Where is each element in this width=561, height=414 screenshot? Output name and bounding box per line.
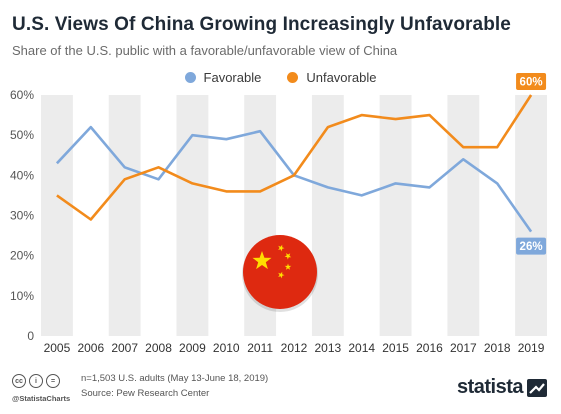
year-band — [176, 95, 209, 336]
x-tick-label: 2009 — [179, 341, 206, 355]
year-band — [447, 95, 480, 336]
end-label-unfavorable-box — [516, 73, 547, 90]
chart-title: U.S. Views Of China Growing Increasingly… — [12, 14, 511, 35]
flag-small-star — [278, 244, 285, 252]
legend-label-unfavorable: Unfavorable — [306, 70, 377, 85]
x-tick-label: 2018 — [484, 341, 511, 355]
legend-label-favorable: Favorable — [203, 70, 262, 85]
x-tick-label: 2014 — [348, 341, 375, 355]
end-label-favorable-box — [516, 237, 547, 255]
x-tick-label: 2019 — [518, 341, 545, 355]
no-derivatives-icon: = — [46, 374, 60, 388]
flag-small-star — [284, 253, 292, 260]
legend-dot-favorable — [184, 72, 196, 83]
x-tick-label: 2017 — [450, 341, 477, 355]
legend-dot-unfavorable — [287, 72, 299, 83]
x-tick-label: 2008 — [145, 341, 172, 355]
y-tick-label: 20% — [10, 249, 34, 263]
license-icons: cc i = — [12, 374, 60, 388]
x-tick-label: 2015 — [382, 341, 409, 355]
y-tick-label: 40% — [10, 168, 34, 182]
cc-icon: cc — [12, 374, 26, 388]
end-label-unfavorable: 60% — [520, 77, 543, 89]
y-tick-label: 50% — [10, 128, 34, 142]
flag-small-star — [284, 263, 292, 270]
year-band — [379, 95, 412, 336]
statista-wordmark: statista — [456, 376, 524, 398]
y-tick-label: 60% — [10, 88, 34, 102]
legend-item-unfavorable: Unfavorable — [287, 70, 376, 85]
x-tick-label: 2011 — [247, 341, 273, 355]
line-chart: 0 10% 20% 30% 40% 50% 60% 2005 2006 2007 2008 2009 2… — [10, 73, 547, 355]
china-flag-circle-icon — [243, 235, 317, 309]
legend-item-favorable: Favorable — [184, 70, 262, 85]
attribution-icon: i — [29, 374, 43, 388]
series-line-unfavorable — [56, 94, 533, 221]
x-tick-label: 2007 — [111, 341, 138, 355]
source-note: Source: Pew Research Center — [81, 388, 210, 399]
x-tick-label: 2016 — [416, 341, 443, 355]
x-tick-label: 2005 — [44, 341, 71, 355]
chart-subtitle: Share of the U.S. public with a favorabl… — [12, 43, 398, 58]
year-band — [311, 95, 344, 336]
footer: cc i = @StatistaCharts n=1,503 U.S. adul… — [0, 368, 561, 414]
y-tick-label: 0 — [27, 329, 34, 343]
year-band — [41, 95, 73, 336]
statista-logo-icon — [527, 378, 547, 397]
flag-big-star — [252, 251, 272, 270]
y-tick-label: 30% — [10, 209, 34, 223]
statista-brand[interactable]: statista — [457, 376, 547, 399]
x-tick-label: 2006 — [77, 341, 104, 355]
y-tick-label: 10% — [10, 289, 34, 303]
x-tick-label: 2012 — [281, 341, 308, 355]
flag-small-star — [278, 271, 285, 279]
end-label-favorable: 26% — [520, 241, 543, 253]
legend: Favorable Unfavorable — [0, 70, 561, 85]
sample-note: n=1,503 U.S. adults (May 13-June 18, 201… — [81, 373, 269, 384]
year-band — [108, 95, 141, 336]
x-tick-label: 2010 — [213, 341, 240, 355]
statista-handle: @StatistaCharts — [12, 394, 71, 403]
x-tick-label: 2013 — [315, 341, 342, 355]
